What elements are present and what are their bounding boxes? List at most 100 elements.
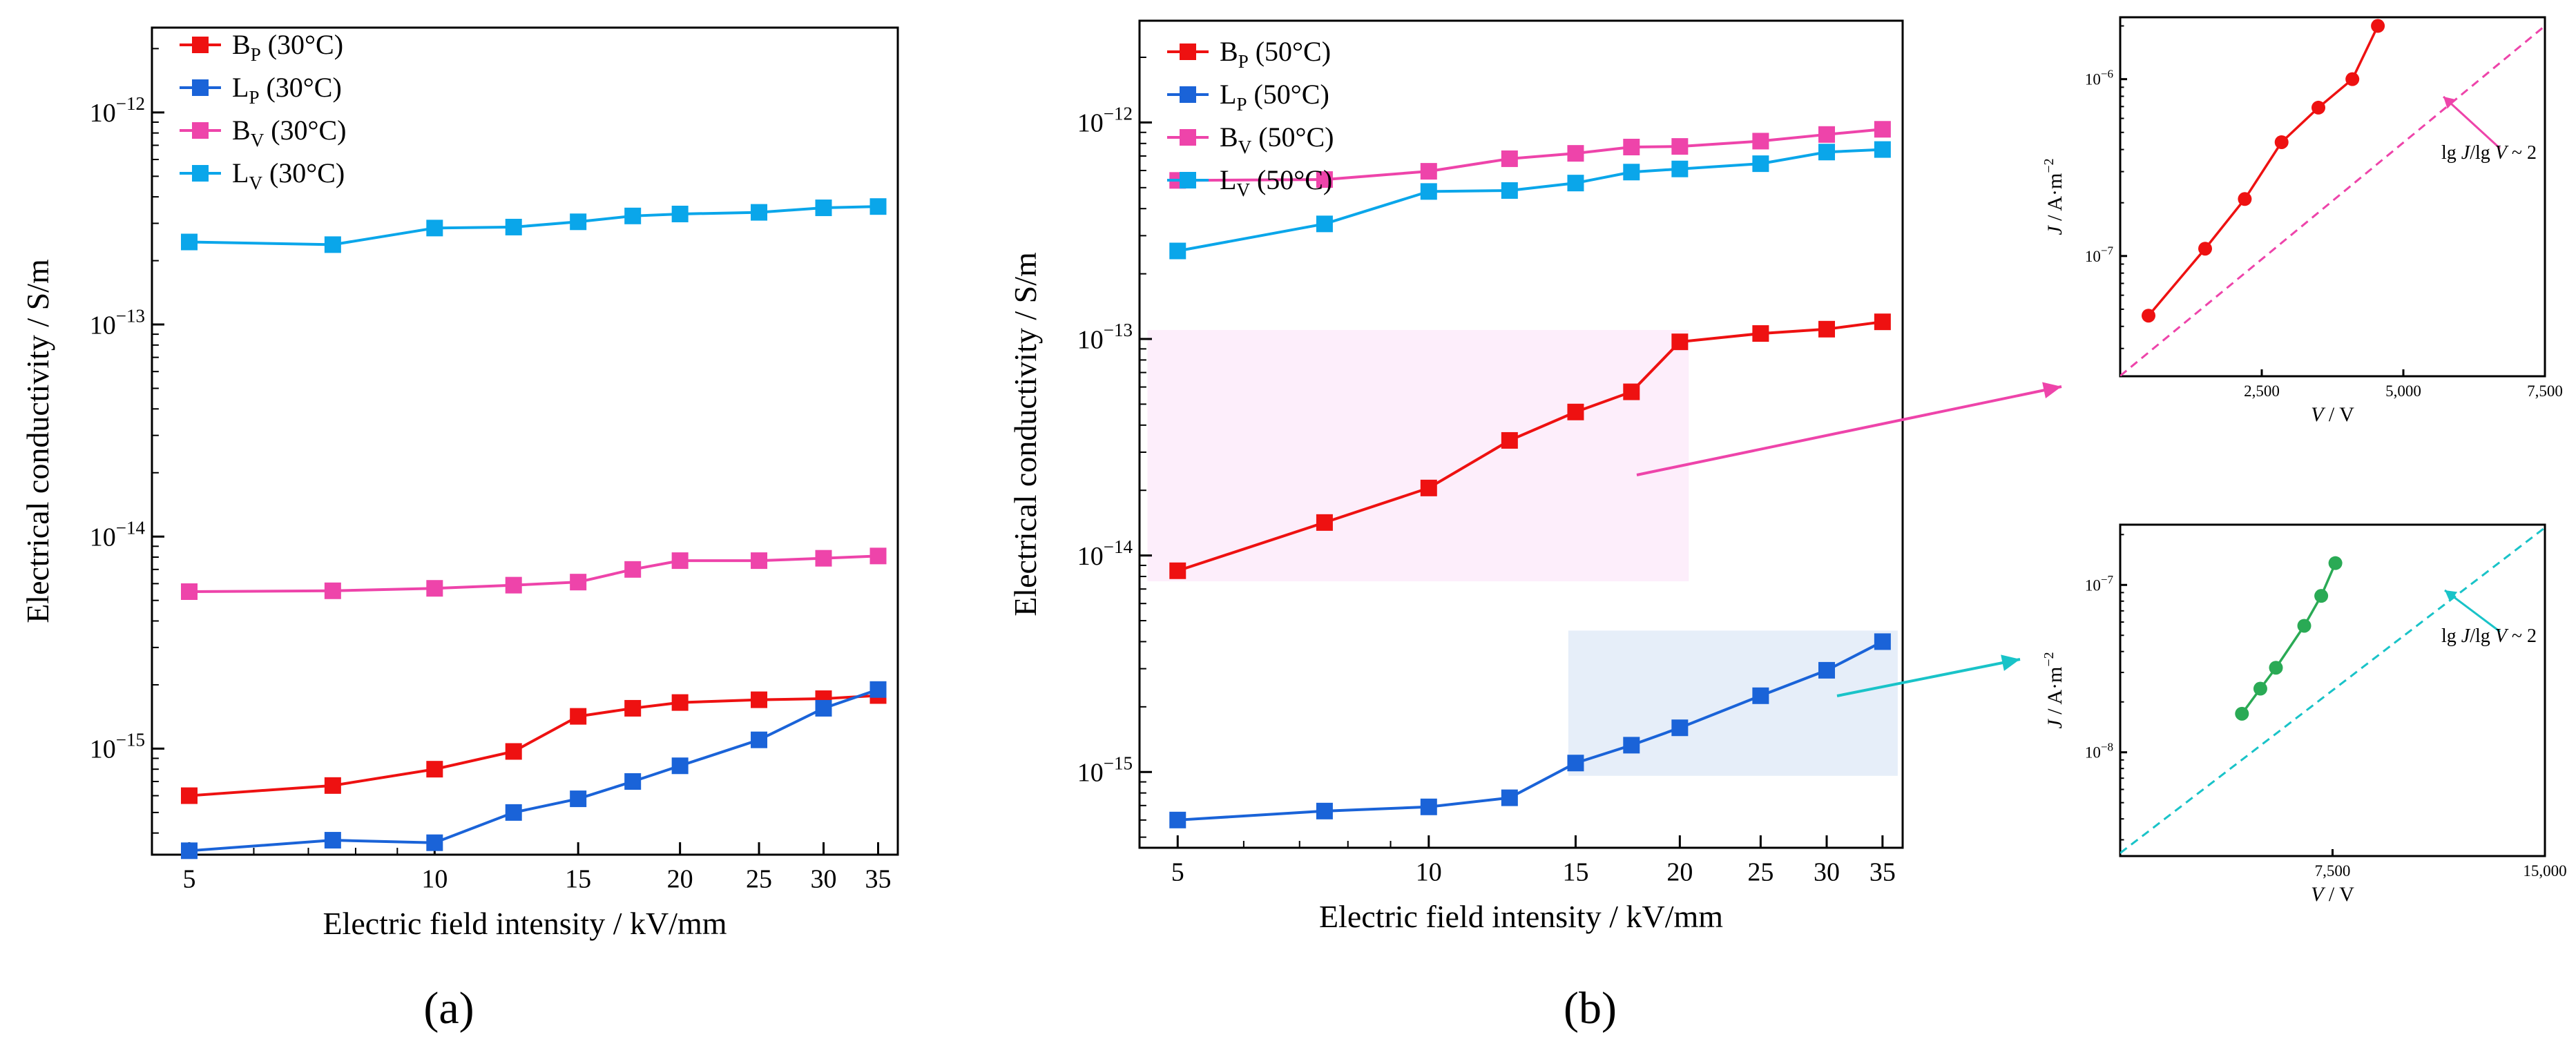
data-point-LV	[624, 207, 642, 224]
data-point-LP	[1752, 687, 1769, 704]
annotation-text: lg J/lg V ~ 2	[2441, 142, 2537, 164]
x-tick-label: 35	[865, 865, 892, 894]
annotation-arrow	[2442, 95, 2501, 150]
data-point-BP	[1818, 320, 1836, 338]
data-point-BP	[1169, 562, 1186, 579]
data-point-LV	[426, 220, 443, 237]
data-point-BV	[181, 583, 198, 600]
legend-marker	[192, 165, 209, 182]
plot-frame	[151, 26, 899, 856]
data-point-BV	[1316, 171, 1333, 188]
inset-data-point	[2238, 192, 2252, 206]
data-point-BV	[1874, 121, 1891, 138]
data-point-BP	[1420, 479, 1437, 496]
data-point-LV	[1420, 183, 1437, 200]
series-line-BP	[189, 694, 878, 797]
inset-data-point	[2235, 706, 2249, 721]
inset-y-axis-label: J / A·m−2	[2041, 158, 2066, 235]
plot-frame	[1138, 19, 1904, 849]
inset-data-point	[2142, 309, 2155, 323]
legend-label: LV (50°C)	[1220, 164, 1332, 200]
data-point-BV	[624, 561, 642, 578]
legend-marker	[1180, 43, 1196, 60]
data-point-LV	[869, 198, 887, 215]
data-point-BP	[1623, 383, 1640, 400]
data-point-LP	[1420, 798, 1437, 815]
inset-data-point	[2371, 19, 2385, 33]
data-point-LV	[1316, 215, 1333, 233]
data-point-BP	[1501, 431, 1518, 449]
inset-x-axis-label: V / V	[2311, 403, 2354, 426]
inset-data-point	[2297, 619, 2311, 633]
data-point-LP	[1874, 633, 1891, 650]
legend-label: LV (30°C)	[232, 157, 345, 193]
y-tick-label: 10−15	[1077, 752, 1133, 787]
panel-label: (b)	[1564, 983, 1617, 1033]
fit-line-slope-2	[2120, 25, 2545, 376]
x-tick-label: 5	[183, 865, 196, 894]
annotation-arrowhead	[2445, 590, 2458, 602]
data-point-BP	[181, 787, 198, 804]
inset-data-point	[2328, 556, 2343, 570]
annotation-arrowhead	[2443, 97, 2456, 109]
x-tick-label: 25	[1747, 858, 1774, 887]
highlight-region	[1568, 630, 1898, 776]
data-point-BP	[570, 708, 587, 725]
x-axis-label: Electric field intensity / kV/mm	[323, 906, 727, 941]
data-point-LV	[671, 205, 689, 222]
data-point-BP	[624, 699, 642, 717]
data-point-BV	[324, 582, 341, 599]
x-tick-label: 30	[1814, 858, 1840, 887]
data-point-LP	[505, 804, 522, 821]
x-tick-label: 25	[746, 865, 772, 894]
data-point-LP	[1671, 719, 1689, 737]
y-tick-label: 10−7	[2085, 573, 2114, 594]
data-point-LP	[181, 842, 198, 860]
series-line-BV	[1178, 128, 1883, 182]
data-point-BP	[1752, 325, 1769, 342]
y-tick-label: 10−13	[1077, 320, 1133, 354]
x-tick-label: 7,500	[2527, 382, 2563, 400]
x-tick-label: 5	[1171, 858, 1184, 887]
y-tick-label: 10−12	[90, 93, 145, 128]
data-point-BP	[751, 691, 768, 708]
annotation-text: lg J/lg V ~ 2	[2441, 625, 2537, 647]
inset-data-point	[2345, 72, 2360, 86]
data-point-BP	[505, 743, 522, 760]
data-point-LV	[324, 236, 341, 253]
x-tick-label: 10	[1416, 858, 1442, 887]
data-point-BV	[869, 547, 887, 565]
data-point-BV	[1420, 163, 1437, 180]
connector-arrow-to-top-inset-head	[2042, 382, 2061, 399]
legend-label: BV (30°C)	[232, 115, 347, 150]
connector-arrow-to-top-inset	[1636, 385, 2062, 476]
inset-data-point	[2311, 100, 2325, 115]
annotation-arrow	[2444, 589, 2501, 633]
legend-marker	[1180, 86, 1196, 103]
data-point-LP	[1818, 661, 1836, 679]
x-tick-label: 15	[1562, 858, 1588, 887]
y-tick-label: 10−13	[90, 305, 145, 340]
x-axis-label: Electric field intensity / kV/mm	[1319, 899, 1723, 934]
data-point-LP	[624, 773, 642, 790]
legend-label: LP (50°C)	[1220, 79, 1329, 115]
data-point-LP	[671, 757, 689, 775]
series-line-LP	[189, 688, 879, 853]
y-tick-label: 10−14	[90, 517, 146, 552]
data-point-BV	[815, 550, 832, 567]
data-point-BV	[1818, 126, 1836, 143]
x-tick-label: 7,500	[2315, 862, 2351, 880]
data-point-BV	[1752, 133, 1769, 150]
y-tick-label: 10−15	[90, 730, 145, 764]
data-point-LP	[751, 731, 768, 748]
data-point-LP	[815, 699, 832, 717]
inset-data-point	[2314, 589, 2329, 603]
legend-label: BP (30°C)	[232, 29, 343, 65]
series-line-LV	[189, 205, 878, 246]
data-point-LV	[570, 213, 587, 231]
series-line-BP	[1177, 320, 1883, 572]
data-point-BV	[505, 576, 522, 594]
x-tick-label: 35	[1869, 858, 1896, 887]
y-axis-label: Electrical conductivity / S/m	[20, 259, 55, 623]
